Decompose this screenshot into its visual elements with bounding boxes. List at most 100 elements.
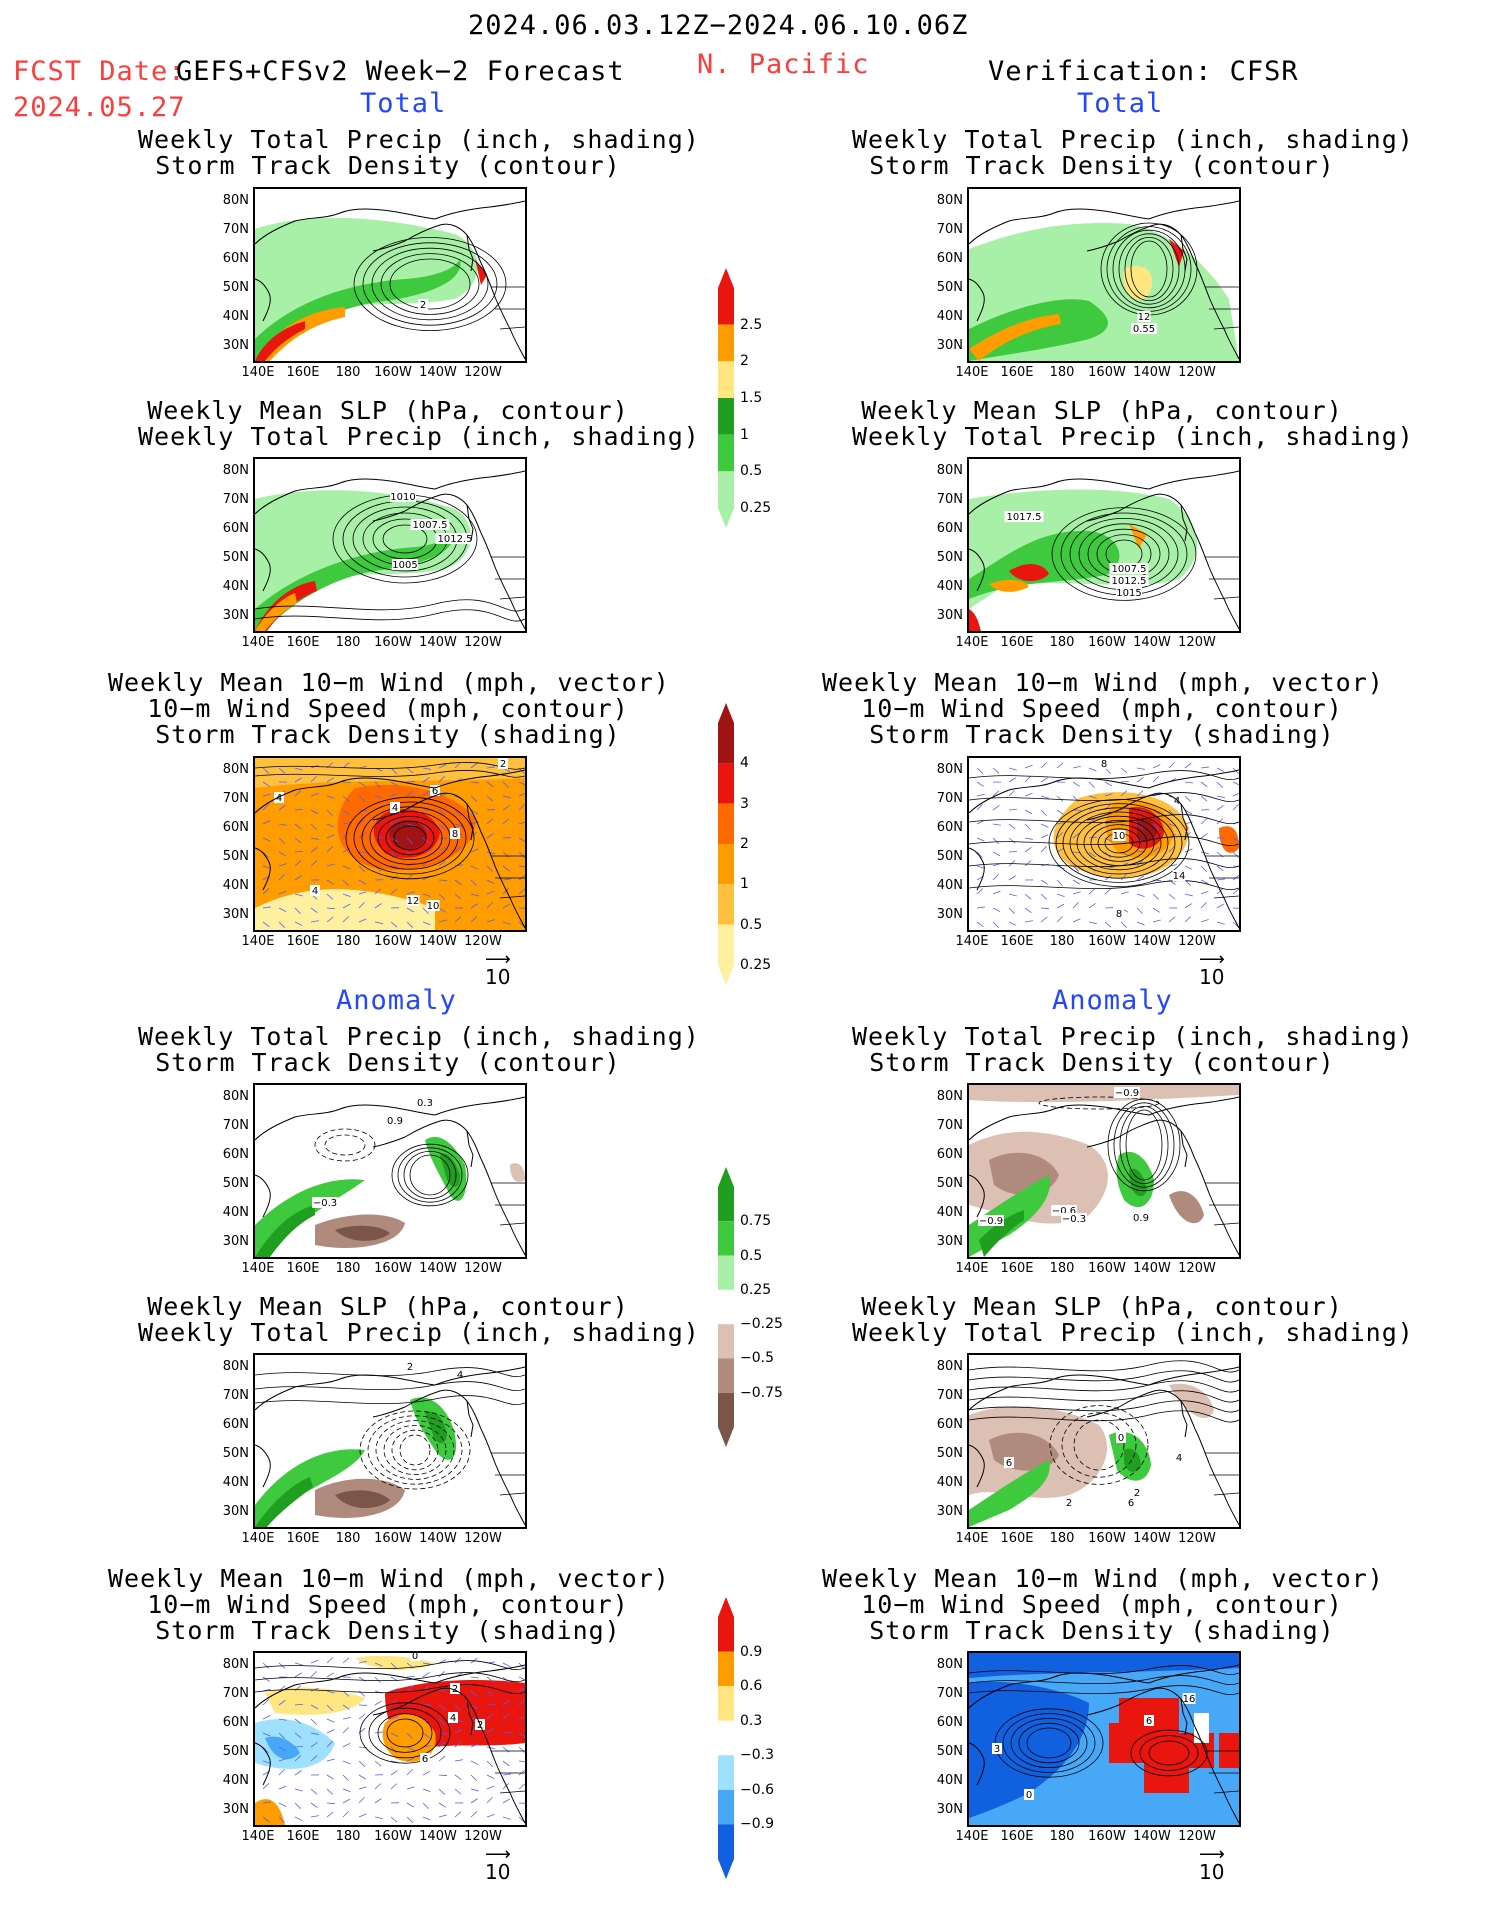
lon-tick-label: 160W	[1088, 1261, 1126, 1276]
contour-label: 1015	[1116, 587, 1142, 599]
colorbar-swatches	[718, 268, 734, 528]
wind-vector	[1216, 903, 1225, 909]
wind-vector	[486, 1785, 495, 1790]
contour-line	[399, 1434, 431, 1466]
contour-line	[391, 1429, 439, 1471]
wind-vector	[438, 1788, 446, 1795]
wind-vector	[1216, 921, 1225, 925]
lat-tick-label: 40N	[936, 579, 963, 594]
lat-tick-label: 50N	[222, 1744, 249, 1759]
coastline	[372, 1406, 406, 1418]
lat-tick-label: 60N	[936, 1715, 963, 1730]
wind-vector	[518, 1760, 525, 1763]
wind-vector	[310, 809, 319, 815]
wind-vector	[518, 1698, 525, 1706]
map-canvas: 2 4 4 6 8 4 12 10	[255, 758, 525, 930]
lat-tick-label: 60N	[222, 521, 249, 536]
contour-label: −0.3	[312, 1197, 338, 1209]
colorbar-swatch	[718, 1324, 734, 1359]
contour-label: −0.3	[1061, 1213, 1087, 1225]
contour-label-text: 8	[1101, 759, 1107, 770]
lat-tick-label: 40N	[222, 878, 249, 893]
lat-tick-label: 40N	[222, 579, 249, 594]
contour-label: 4	[1172, 795, 1182, 807]
lon-tick-label: 120W	[464, 365, 502, 380]
wind-vector	[406, 805, 414, 811]
lat-tick-label: 60N	[222, 1715, 249, 1730]
date-range-title: 2024.06.03.12Z−2024.06.10.06Z	[468, 10, 969, 41]
coastline	[255, 1374, 436, 1411]
contour-label-text: 2	[420, 300, 426, 311]
wind-vector	[422, 1802, 429, 1810]
wind-vector	[1200, 865, 1207, 872]
map-canvas: −0.9 −0.9 −0.6−0.3 0.9	[969, 1085, 1239, 1257]
coastline	[255, 1104, 436, 1141]
coastline	[372, 510, 406, 522]
lat-tick-label: 50N	[222, 1446, 249, 1461]
shading-region	[1169, 1191, 1204, 1224]
wind-vector	[374, 1816, 383, 1820]
colorbar-swatch	[718, 361, 734, 398]
colorbar-track-anom: 0.9 0.6 0.3 −0.3 −0.6 −0.9	[718, 1597, 818, 1879]
wind-vector	[1200, 766, 1209, 769]
colorbar-swatch	[718, 398, 734, 435]
contour-label-bg	[1114, 1087, 1140, 1098]
wind-vector	[374, 795, 383, 799]
wind-vector	[470, 1676, 479, 1679]
wind-vector	[1040, 879, 1048, 885]
wind-vector	[358, 1660, 367, 1664]
wind-vector	[502, 865, 510, 872]
coastline	[1148, 470, 1239, 490]
wind-vector	[502, 781, 509, 788]
wind-vector	[976, 851, 983, 859]
contour-line	[969, 1685, 1239, 1695]
contour-line	[391, 1143, 469, 1207]
wind-vector	[1008, 921, 1017, 926]
wind-vector	[1024, 764, 1033, 769]
contour-label-text: 0	[412, 1653, 418, 1662]
wind-vector	[406, 1816, 414, 1823]
wind-vector	[342, 1717, 351, 1720]
wind-vector	[438, 1741, 446, 1748]
wind-vector	[326, 809, 333, 816]
colorbar-tick-label: 2	[740, 836, 749, 852]
wind-vector	[374, 1783, 382, 1790]
contour-label-text: 4	[1176, 1453, 1182, 1464]
shading-region	[255, 531, 455, 631]
contour-label-bg	[405, 1361, 415, 1372]
wind-vector	[406, 1757, 415, 1762]
lat-tick-label: 50N	[222, 849, 249, 864]
contour-label-text: 4	[450, 1713, 456, 1724]
shading-region	[510, 1163, 525, 1182]
shading-region	[255, 1719, 335, 1769]
wind-vector	[502, 805, 510, 811]
colorbar-swatch	[718, 803, 734, 844]
contour-line	[1069, 811, 1169, 875]
wind-vector	[390, 781, 399, 787]
contour-label: 8	[450, 828, 460, 840]
contour-label: 6	[1126, 1497, 1136, 1509]
coastline	[434, 470, 525, 490]
lat-tick-label: 80N	[936, 1359, 963, 1374]
lon-tick-label: 180	[1049, 934, 1075, 949]
wind-vector	[438, 1659, 447, 1664]
wind-vector	[422, 1788, 431, 1792]
wind-vector	[486, 865, 493, 872]
wind-vector	[486, 1760, 493, 1767]
wind-vector	[454, 1788, 462, 1795]
coastline	[1086, 809, 1120, 821]
wind-vector	[278, 1768, 285, 1776]
contour-label-bg	[1182, 1693, 1196, 1704]
wind-vector	[1152, 846, 1160, 853]
wind-vector	[406, 907, 415, 913]
colorbar-swatch	[718, 1755, 734, 1790]
wind-vector	[390, 1816, 398, 1823]
contour-line	[345, 796, 475, 880]
wind-vector	[390, 1770, 398, 1776]
wind-vector	[438, 1671, 445, 1678]
wind-vector	[502, 795, 511, 799]
contour-line	[1130, 1729, 1208, 1777]
region-label: N. Pacific	[697, 49, 870, 80]
wind-vector	[390, 1760, 399, 1764]
